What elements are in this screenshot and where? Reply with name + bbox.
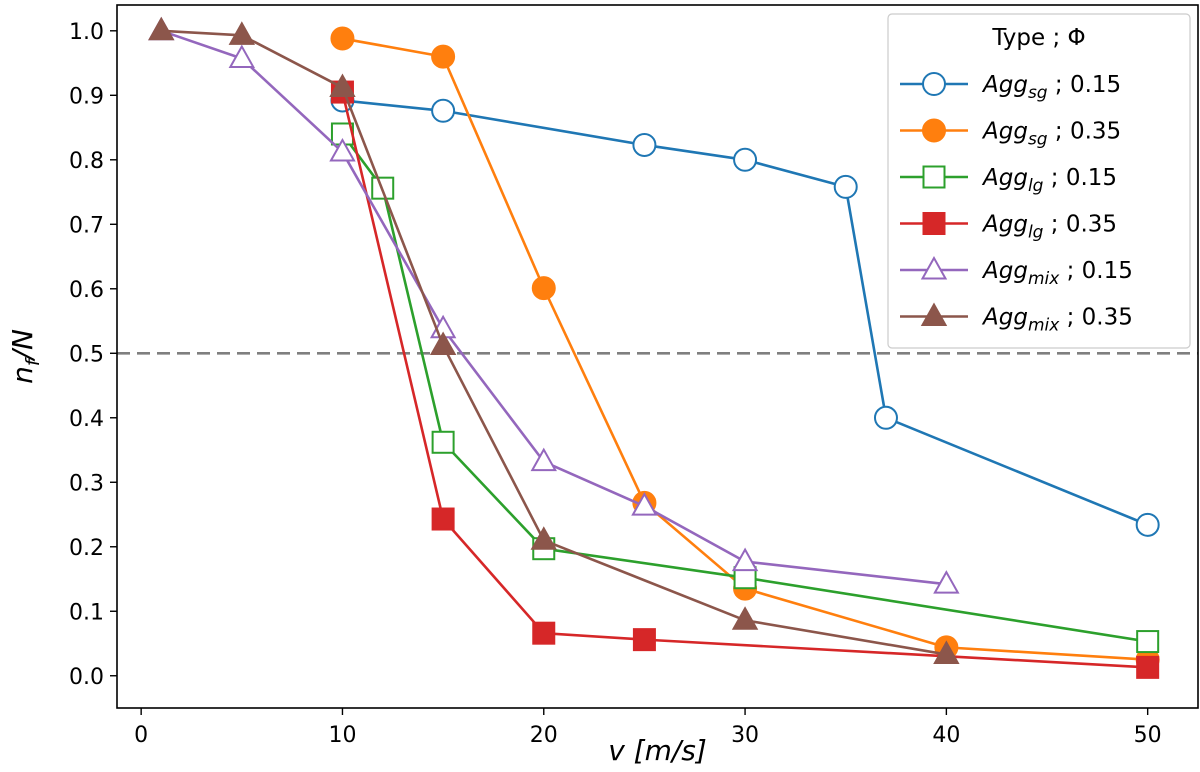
- y-tick-label: 0.9: [69, 84, 104, 109]
- data-point: [431, 507, 455, 531]
- series-lg-0.35: [330, 80, 1160, 679]
- legend-label: Aggmix ; 0.15: [981, 258, 1133, 289]
- series-mix-0.35: [148, 16, 960, 664]
- data-point: [632, 628, 656, 652]
- data-point: [532, 621, 556, 645]
- y-tick-label: 0.2: [69, 536, 104, 561]
- x-tick-label: 50: [1134, 723, 1162, 748]
- y-axis-label: nf/N: [6, 329, 44, 384]
- data-point: [632, 132, 657, 157]
- legend: Type ; Φ Aggsg ; 0.15 Aggsg ; 0.35 Agglg ;…: [887, 13, 1191, 349]
- data-point: [631, 492, 658, 516]
- data-point: [431, 430, 455, 454]
- data-point: [530, 526, 557, 550]
- legend-entry: Aggsg ; 0.15: [900, 72, 1121, 103]
- y-tick-label: 0.1: [69, 600, 104, 625]
- x-tick-label: 10: [328, 723, 356, 748]
- y-tick-label: 0.3: [69, 471, 104, 496]
- legend-label: Aggsg ; 0.15: [981, 72, 1121, 103]
- data-point: [1135, 512, 1160, 537]
- data-point: [228, 21, 256, 45]
- data-point: [329, 73, 356, 98]
- data-point: [933, 570, 960, 594]
- data-point: [1136, 630, 1160, 654]
- x-tick-label: 20: [530, 723, 558, 748]
- series-sg-0.15: [330, 88, 1160, 537]
- y-tick-label: 0.5: [69, 342, 104, 367]
- plot-area-frame: [116, 4, 1199, 709]
- legend-entry: Aggmix ; 0.35: [900, 302, 1133, 336]
- series-mix-0.15: [148, 16, 960, 594]
- x-tick-label: 0: [134, 723, 148, 748]
- legend-entry: Aggsg ; 0.35: [900, 118, 1121, 150]
- data-point: [431, 98, 456, 123]
- legend-entry: Aggmix ; 0.15: [900, 255, 1133, 289]
- x-axis-label: v [m/s]: [608, 734, 707, 767]
- data-point: [429, 331, 457, 356]
- legend-marker: [922, 212, 946, 235]
- data-point: [873, 405, 898, 430]
- legend-label: Aggsg ; 0.35: [981, 119, 1121, 150]
- data-point: [329, 138, 356, 162]
- series-layer: [148, 16, 1160, 679]
- series-lg-0.15: [330, 122, 1160, 654]
- data-point: [431, 44, 456, 69]
- y-tick-label: 0.7: [69, 213, 104, 238]
- data-point: [330, 26, 355, 51]
- data-point: [731, 547, 759, 572]
- legend-marker: [920, 302, 948, 326]
- data-point: [733, 147, 758, 172]
- legend-marker: [922, 118, 946, 143]
- legend-marker: [922, 72, 946, 96]
- legend-marker: [920, 255, 948, 280]
- legend-box: [887, 13, 1191, 349]
- legend-marker: [922, 165, 946, 189]
- x-tick-label: 30: [731, 723, 759, 748]
- data-point: [148, 16, 175, 41]
- data-point: [731, 606, 759, 630]
- series-line: [161, 29, 947, 656]
- y-tick-label: 1.0: [69, 20, 104, 45]
- data-point: [1136, 655, 1160, 679]
- data-point: [228, 44, 256, 69]
- data-point: [933, 640, 960, 664]
- y-tick-label: 0.4: [69, 407, 104, 432]
- axis-ticks: 0 10 20 30 40 50 0.0 0.1 0.2 0.3 0.4 0.5 0.6 0.7 0.8 0.…: [69, 20, 1162, 748]
- legend-entry: Agglg ; 0.15: [900, 165, 1117, 196]
- x-tick-label: 40: [932, 723, 960, 748]
- legend-label: Aggmix ; 0.35: [981, 305, 1133, 336]
- data-point: [530, 447, 557, 472]
- legend-label: Agglg ; 0.15: [981, 165, 1117, 196]
- y-tick-label: 0.6: [69, 278, 104, 303]
- legend-entry: Agglg ; 0.35: [900, 212, 1117, 243]
- y-tick-label: 0.8: [69, 149, 104, 174]
- series-line: [160, 29, 947, 586]
- legend-title: Type ; Φ: [991, 25, 1085, 51]
- legend-label: Agglg ; 0.35: [981, 212, 1117, 243]
- data-point: [833, 174, 858, 199]
- data-point: [531, 276, 556, 301]
- y-tick-label: 0.0: [69, 665, 104, 690]
